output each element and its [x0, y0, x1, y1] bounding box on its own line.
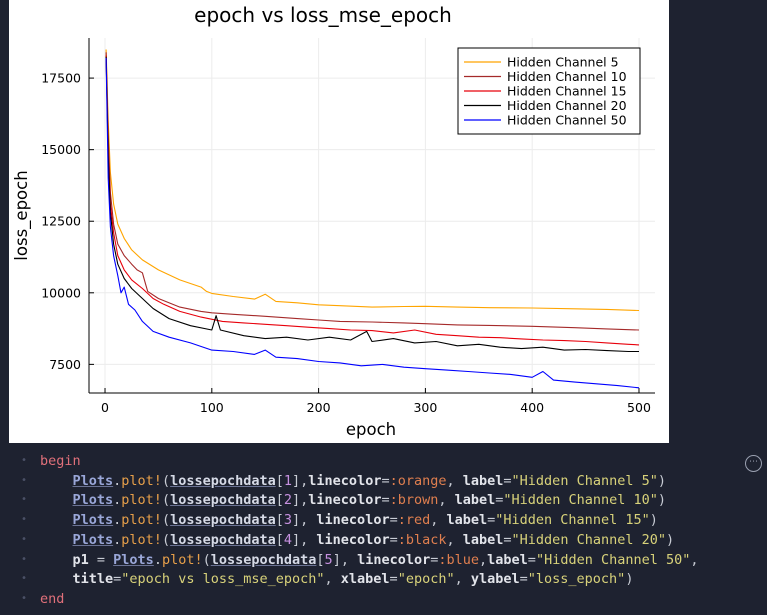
chart-title: epoch vs loss_mse_epoch	[194, 3, 452, 27]
code-text: end	[40, 590, 65, 607]
x-tick-label: 400	[520, 400, 544, 415]
code-text: Plots.plot!(lossepochdata[3], linecolor=…	[72, 512, 658, 529]
code-line[interactable]: • title="epoch vs loss_mse_epoch", xlabe…	[0, 569, 740, 589]
code-cell[interactable]: • begin • Plots.plot!(lossepochdata[1],lin…	[0, 447, 767, 615]
x-tick-label: 0	[101, 400, 109, 415]
series-line	[105, 55, 640, 346]
series-line	[105, 57, 640, 389]
y-axis-label: loss_epoch	[12, 170, 32, 260]
gutter-marker: •	[21, 474, 28, 486]
y-tick-label: 10000	[41, 285, 81, 300]
gutter-marker: •	[21, 553, 28, 565]
x-axis-label: epoch	[346, 420, 396, 439]
code-text: p1 = Plots.plot!(lossepochdata[5], linec…	[72, 551, 699, 568]
y-tick-label: 7500	[49, 357, 81, 372]
y-tick-label: 15000	[41, 142, 81, 157]
code-line[interactable]: • begin	[0, 451, 740, 471]
y-tick-label: 17500	[41, 71, 81, 86]
code-text: begin	[40, 453, 81, 469]
line-chart: 0 100 200 300 400 500 7500 10000 12500 15000 17500…	[12, 3, 655, 439]
x-tick-label: 100	[200, 400, 224, 415]
code-text: title="epoch vs loss_mse_epoch", xlabel=…	[72, 571, 634, 588]
legend-entry: Hidden Channel 15	[507, 84, 627, 99]
series-line	[105, 52, 640, 331]
gutter-marker: •	[21, 592, 28, 604]
gutter-marker: •	[21, 514, 28, 526]
legend-entry: Hidden Channel 20	[507, 98, 627, 113]
code-line[interactable]: • Plots.plot!(lossepochdata[2],linecolor…	[0, 490, 740, 510]
gutter-marker: •	[21, 455, 28, 466]
x-tick-label: 500	[627, 400, 651, 415]
x-tick-label: 200	[307, 400, 331, 415]
code-line[interactable]: • Plots.plot!(lossepochdata[3], linecolo…	[0, 510, 740, 530]
y-tick-label: 12500	[41, 214, 81, 229]
code-text: Plots.plot!(lossepochdata[1],linecolor=:…	[72, 472, 666, 489]
legend-entry: Hidden Channel 10	[507, 69, 627, 84]
series-line	[105, 49, 640, 312]
gutter-marker: •	[21, 494, 28, 506]
code-line[interactable]: • p1 = Plots.plot!(lossepochdata[5], lin…	[0, 550, 740, 570]
series-line	[105, 56, 639, 353]
legend-entry: Hidden Channel 50	[507, 113, 627, 128]
x-tick-label: 300	[413, 400, 437, 415]
code-text: Plots.plot!(lossepochdata[2],linecolor=:…	[72, 492, 666, 509]
code-line[interactable]: • end	[0, 589, 740, 609]
ellipsis-icon[interactable]: ⋯	[745, 455, 762, 472]
code-line[interactable]: • Plots.plot!(lossepochdata[1],linecolor…	[0, 471, 740, 491]
code-line[interactable]: • Plots.plot!(lossepochdata[4], linecolo…	[0, 530, 740, 550]
legend-entry: Hidden Channel 5	[507, 55, 619, 70]
gutter-marker: •	[21, 573, 28, 585]
plot-output: 0 100 200 300 400 500 7500 10000 12500 15000 17500…	[9, 0, 669, 443]
gutter-marker: •	[21, 533, 28, 545]
code-text: Plots.plot!(lossepochdata[4], linecolor=…	[72, 531, 675, 548]
